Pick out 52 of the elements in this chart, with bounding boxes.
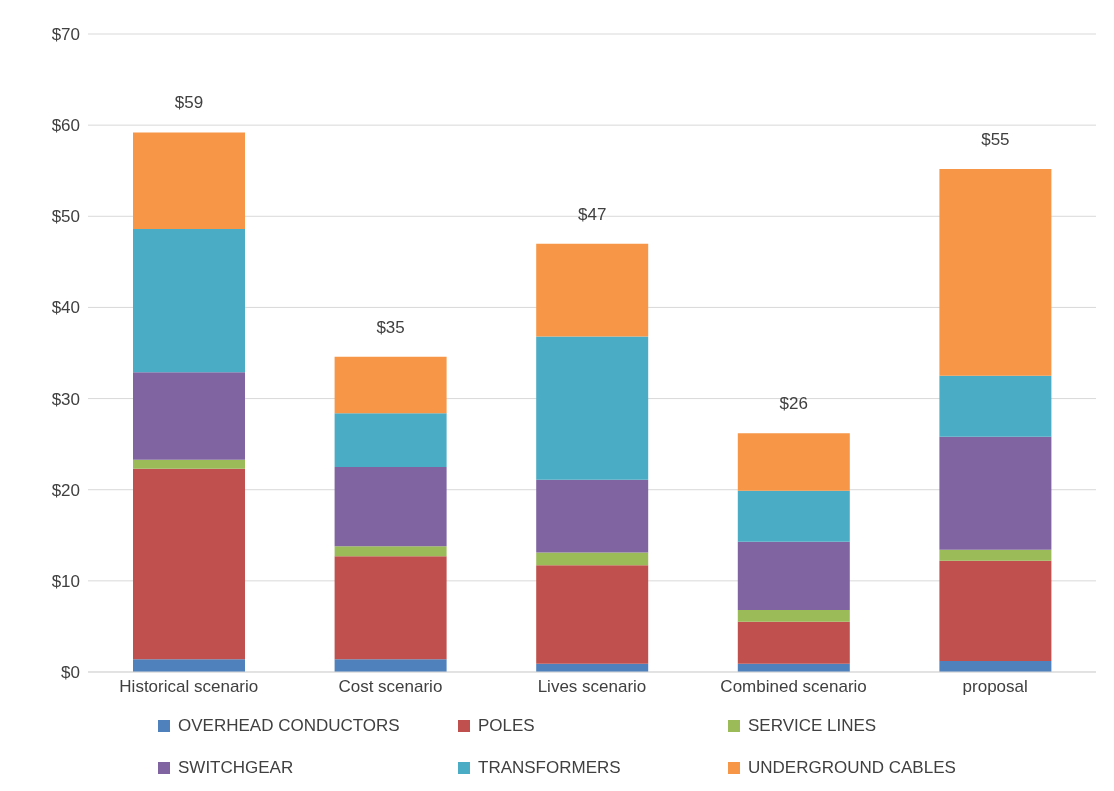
total-label: $55 (981, 129, 1010, 149)
bar (334, 659, 447, 672)
bar (536, 565, 649, 664)
bar (334, 466, 447, 547)
bar (133, 229, 245, 373)
bar (133, 468, 245, 660)
bar (939, 375, 1052, 437)
total-label: $47 (578, 204, 607, 224)
x-tick-label: Lives scenario (537, 677, 647, 697)
bar (737, 610, 850, 622)
y-tick-label: $50 (51, 207, 80, 227)
bar (737, 433, 850, 491)
bar (133, 372, 245, 460)
bar (133, 132, 245, 230)
legend-label: OVERHEAD CONDUCTORS (178, 716, 400, 736)
bar (334, 556, 447, 660)
legend-label: SERVICE LINES (748, 716, 877, 736)
bar (334, 356, 447, 414)
bar (536, 479, 649, 553)
bar (334, 413, 447, 467)
bar (334, 546, 447, 557)
bar (737, 490, 850, 542)
total-label: $35 (376, 317, 405, 337)
bar (133, 659, 245, 672)
bar (939, 560, 1052, 662)
bar (737, 541, 850, 611)
y-tick-label: $10 (51, 571, 80, 591)
x-tick-label: proposal (962, 677, 1028, 697)
bar (536, 243, 649, 337)
x-tick-label: Cost scenario (338, 677, 443, 697)
legend-label: UNDERGROUND CABLES (748, 758, 956, 778)
y-tick-label: $20 (51, 480, 80, 500)
legend-label: POLES (478, 716, 535, 736)
legend-label: SWITCHGEAR (178, 758, 294, 778)
x-tick-label: Historical scenario (119, 677, 259, 697)
y-tick-label: $30 (51, 389, 80, 409)
bar (536, 552, 649, 566)
bar (133, 459, 245, 469)
y-tick-label: $60 (51, 116, 80, 136)
total-label: $59 (174, 93, 204, 113)
x-tick-label: Combined scenario (720, 677, 867, 697)
bar (939, 168, 1052, 376)
bar (536, 336, 649, 480)
bar (939, 436, 1052, 550)
y-tick-label: $70 (51, 25, 80, 45)
legend-label: TRANSFORMERS (478, 758, 621, 778)
bar (939, 661, 1052, 672)
total-label: $26 (779, 394, 808, 414)
bar (737, 621, 850, 664)
y-tick-label: $0 (61, 663, 80, 683)
bar (939, 549, 1052, 561)
y-tick-label: $40 (51, 298, 80, 318)
